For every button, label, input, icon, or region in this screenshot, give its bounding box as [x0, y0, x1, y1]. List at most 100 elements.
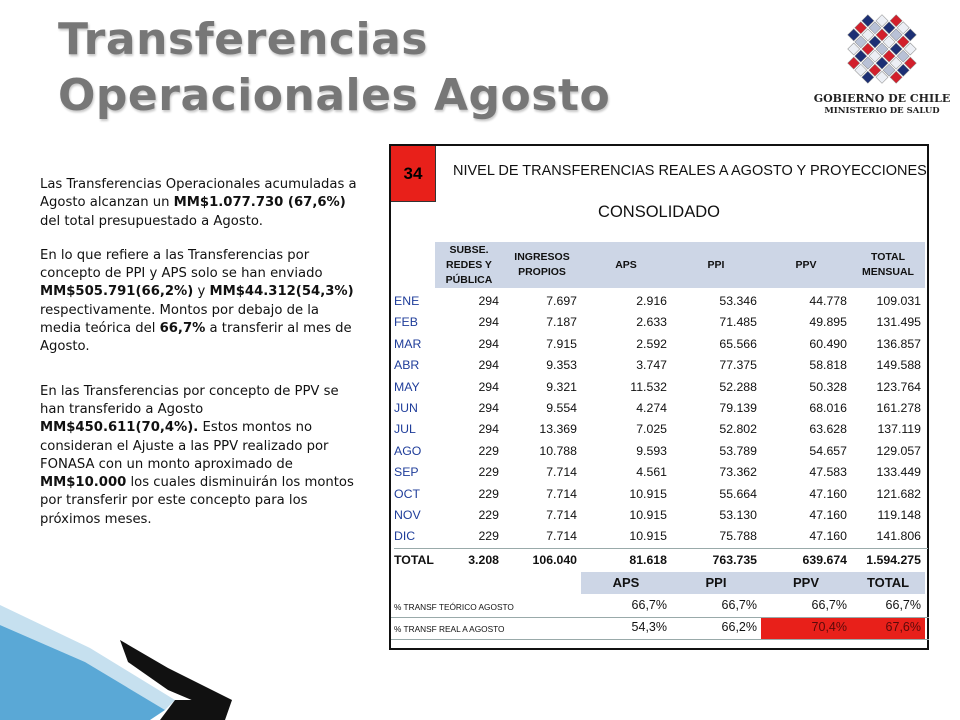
table-cell: 13.369 — [539, 422, 577, 437]
table-cell: 10.915 — [629, 529, 667, 544]
table-cell: 47.160 — [809, 508, 847, 522]
logo-tile — [889, 28, 903, 42]
table-cell: 161.278 — [876, 401, 921, 415]
summary-cell: 66,2% — [721, 620, 757, 634]
table-cell: 121.682 — [876, 486, 921, 501]
paragraph-text: y — [193, 284, 210, 300]
logo-tile — [868, 35, 882, 49]
table-cell: 294 — [478, 336, 499, 351]
table-cell: 9.321 — [546, 379, 577, 394]
table-cell: 294 — [478, 358, 499, 373]
logo-tile — [854, 63, 868, 77]
table-subheading: CONSOLIDADO — [598, 203, 720, 221]
table-cell: 119.148 — [877, 508, 921, 522]
highlight-cell — [761, 618, 851, 639]
table-cell: 65.566 — [719, 336, 757, 351]
logo-tile — [889, 14, 903, 28]
total-cell: 763.735 — [712, 552, 757, 567]
logo-tile — [847, 28, 861, 42]
table-cell: 294 — [478, 379, 499, 394]
summary-column-header: PPI — [671, 572, 761, 594]
table-cell: 10.915 — [629, 508, 667, 522]
table-cell: 229 — [478, 443, 499, 458]
table-cell: 50.328 — [809, 379, 847, 394]
logo-tile — [875, 70, 889, 84]
table-cell: 7.697 — [546, 294, 577, 308]
table-cell: 137.119 — [877, 422, 921, 437]
table-cell: 2.633 — [636, 315, 667, 330]
table-cell: 53.346 — [719, 294, 757, 308]
total-cell: 639.674 — [802, 552, 847, 567]
total-cell: 106.040 — [532, 552, 577, 567]
table-cell: 47.160 — [809, 529, 847, 544]
logo-government-text: GOBIERNO DE CHILE — [813, 92, 951, 105]
table-cell: 2.916 — [636, 294, 667, 308]
logo-tile — [903, 28, 917, 42]
month-label: AGO — [394, 443, 422, 458]
column-header: PPV — [761, 242, 851, 288]
table-cell: 9.353 — [546, 358, 577, 373]
table-cell: 47.160 — [809, 486, 847, 501]
total-cell: 1.594.275 — [866, 552, 921, 567]
logo-tile — [875, 14, 889, 28]
logo-emblem-icon — [847, 14, 917, 84]
table-cell: 294 — [478, 315, 499, 330]
logo-tile — [861, 14, 875, 28]
paragraph-text: los cuales disminuirán los montos por tr… — [40, 475, 354, 527]
total-row: TOTAL 3.208 106.040 81.618 763.735 639.674 1.5… — [391, 549, 929, 571]
table-heading: NIVEL DE TRANSFERENCIAS REALES A AGOSTO … — [453, 163, 927, 179]
logo-tile — [861, 28, 875, 42]
table-row: ABR 294 9.353 3.747 77.375 58.818 149.588 — [391, 354, 929, 376]
logo-tile — [903, 42, 917, 56]
table-cell: 7.714 — [546, 465, 577, 480]
summary-column-header: APS — [581, 572, 671, 594]
emphasis-amount: MM$505.791(66,2%) — [40, 284, 194, 300]
summary-cell: 66,7% — [885, 598, 921, 612]
table-cell: 123.764 — [876, 379, 921, 394]
summary-text-column: Las Transferencias Operacionales acumula… — [40, 176, 358, 545]
table-cell: 131.495 — [876, 315, 921, 330]
table-row: SEP 229 7.714 4.561 73.362 47.583 133.449 — [391, 461, 929, 483]
paragraph-text: a transferir al mes de Agosto. — [40, 321, 352, 355]
paragraph-ppv: En las Transferencias por concepto de PP… — [40, 383, 358, 529]
summary-cell: 67,6% — [885, 620, 921, 634]
logo-tile — [861, 42, 875, 56]
table-cell: 129.057 — [876, 443, 921, 458]
table-cell: 68.016 — [809, 401, 847, 415]
logo-tile — [903, 56, 917, 70]
table-cell: 7.025 — [636, 422, 667, 437]
table-row: JUL 294 13.369 7.025 52.802 63.628 137.119 — [391, 418, 929, 440]
logo-tile — [854, 35, 868, 49]
month-label: DIC — [394, 529, 416, 544]
logo-tile — [896, 21, 910, 35]
logo-tile — [854, 21, 868, 35]
logo-tile — [882, 35, 896, 49]
table-cell: 73.362 — [719, 465, 757, 480]
slide-number-badge: 34 — [391, 146, 436, 202]
month-label: OCT — [394, 486, 420, 501]
paragraph-text: del total presupuestado a Agosto. — [40, 213, 263, 229]
month-label: MAR — [394, 336, 422, 351]
table-cell: 71.485 — [719, 315, 757, 330]
paragraph-ppi-aps: En lo que refiere a las Transferencias p… — [40, 247, 358, 357]
column-header: TOTAL MENSUAL — [851, 242, 925, 288]
logo-tile — [889, 42, 903, 56]
table-cell: 54.657 — [809, 443, 847, 458]
month-label: JUL — [394, 422, 416, 437]
logo-tile — [861, 56, 875, 70]
table-cell: 2.592 — [636, 336, 667, 351]
logo-tile — [847, 42, 861, 56]
column-header: INGRESOS PROPIOS — [503, 242, 581, 288]
table-cell: 4.561 — [636, 465, 667, 480]
logo-tile — [875, 28, 889, 42]
paragraph-text: Estos montos no consideran el Ajuste a l… — [40, 420, 329, 472]
summary-column-header: PPV — [761, 572, 851, 594]
summary-divider-line — [391, 617, 929, 618]
paragraph-text: respectivamente. Montos por debajo de la… — [40, 302, 319, 337]
table-cell: 79.139 — [719, 401, 757, 415]
gobierno-de-chile-logo: GOBIERNO DE CHILE MINISTERIO DE SALUD — [812, 8, 952, 120]
month-label: FEB — [394, 315, 418, 330]
month-label: NOV — [394, 508, 421, 522]
table-cell: 136.857 — [876, 336, 921, 351]
table-cell: 229 — [478, 529, 499, 544]
